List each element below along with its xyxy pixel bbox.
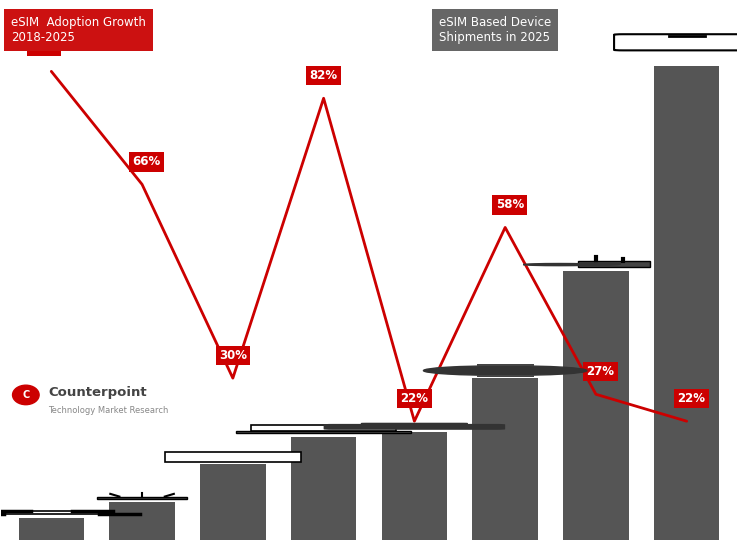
Text: 27%: 27% — [587, 365, 615, 378]
Text: 87%: 87% — [30, 39, 58, 52]
Text: 66%: 66% — [133, 155, 161, 168]
Bar — [18, 518, 84, 539]
Text: eSIM  Adoption Growth
2018-2025: eSIM Adoption Growth 2018-2025 — [11, 16, 146, 44]
Text: Counterpoint: Counterpoint — [48, 386, 147, 399]
FancyBboxPatch shape — [578, 261, 650, 267]
Ellipse shape — [523, 263, 596, 266]
Bar — [563, 270, 629, 539]
Bar — [472, 378, 538, 539]
Bar — [654, 66, 720, 539]
Bar — [200, 464, 266, 539]
Text: 22%: 22% — [677, 392, 706, 405]
FancyBboxPatch shape — [165, 452, 301, 461]
FancyBboxPatch shape — [614, 34, 738, 50]
Text: C: C — [22, 390, 30, 400]
Text: eSIM Based Device
Shipments in 2025: eSIM Based Device Shipments in 2025 — [439, 16, 551, 44]
Text: 82%: 82% — [309, 69, 338, 82]
Text: 58%: 58% — [495, 199, 524, 212]
Text: 30%: 30% — [219, 349, 246, 362]
Circle shape — [424, 366, 587, 375]
FancyBboxPatch shape — [477, 364, 534, 366]
Text: Technology Market Research: Technology Market Research — [48, 406, 168, 414]
FancyBboxPatch shape — [97, 497, 187, 499]
FancyBboxPatch shape — [236, 431, 411, 433]
FancyBboxPatch shape — [251, 425, 396, 431]
FancyBboxPatch shape — [361, 423, 468, 426]
Bar — [291, 437, 356, 539]
Circle shape — [581, 263, 621, 265]
FancyBboxPatch shape — [324, 424, 505, 430]
Bar — [109, 502, 175, 539]
Bar — [382, 432, 447, 539]
FancyBboxPatch shape — [477, 375, 534, 377]
Text: 22%: 22% — [401, 392, 428, 405]
